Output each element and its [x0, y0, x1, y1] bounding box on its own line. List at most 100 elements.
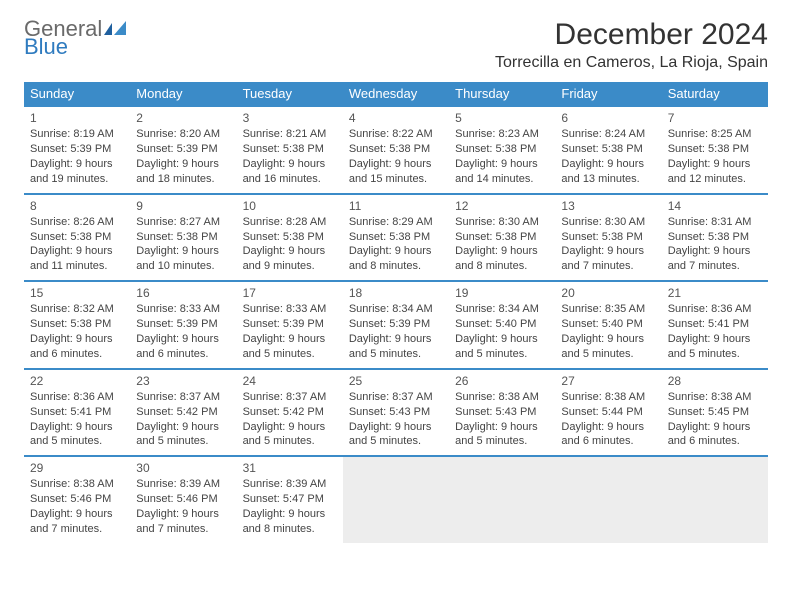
- empty-cell: [449, 456, 555, 543]
- empty-cell: [662, 456, 768, 543]
- day-cell: 2Sunrise: 8:20 AMSunset: 5:39 PMDaylight…: [130, 106, 236, 194]
- dl1-text: Daylight: 9 hours: [349, 420, 443, 435]
- day-number: 29: [30, 460, 124, 476]
- day-cell: 19Sunrise: 8:34 AMSunset: 5:40 PMDayligh…: [449, 281, 555, 369]
- sunrise-text: Sunrise: 8:19 AM: [30, 127, 124, 142]
- sunrise-text: Sunrise: 8:38 AM: [668, 390, 762, 405]
- sunrise-text: Sunrise: 8:36 AM: [30, 390, 124, 405]
- day-cell: 30Sunrise: 8:39 AMSunset: 5:46 PMDayligh…: [130, 456, 236, 543]
- dl2-text: and 6 minutes.: [30, 347, 124, 362]
- sunrise-text: Sunrise: 8:20 AM: [136, 127, 230, 142]
- day-number: 18: [349, 285, 443, 301]
- dl2-text: and 8 minutes.: [243, 522, 337, 537]
- day-number: 11: [349, 198, 443, 214]
- sunset-text: Sunset: 5:38 PM: [561, 142, 655, 157]
- day-number: 17: [243, 285, 337, 301]
- sunset-text: Sunset: 5:39 PM: [136, 142, 230, 157]
- sunset-text: Sunset: 5:42 PM: [136, 405, 230, 420]
- location: Torrecilla en Cameros, La Rioja, Spain: [495, 54, 768, 72]
- day-cell: 11Sunrise: 8:29 AMSunset: 5:38 PMDayligh…: [343, 194, 449, 282]
- sunrise-text: Sunrise: 8:25 AM: [668, 127, 762, 142]
- day-cell: 9Sunrise: 8:27 AMSunset: 5:38 PMDaylight…: [130, 194, 236, 282]
- sunset-text: Sunset: 5:41 PM: [668, 317, 762, 332]
- day-header: Wednesday: [343, 82, 449, 106]
- calendar-table: SundayMondayTuesdayWednesdayThursdayFrid…: [24, 82, 768, 543]
- sunset-text: Sunset: 5:44 PM: [561, 405, 655, 420]
- day-number: 1: [30, 110, 124, 126]
- sunrise-text: Sunrise: 8:32 AM: [30, 302, 124, 317]
- day-cell: 7Sunrise: 8:25 AMSunset: 5:38 PMDaylight…: [662, 106, 768, 194]
- sunset-text: Sunset: 5:46 PM: [30, 492, 124, 507]
- dl1-text: Daylight: 9 hours: [455, 420, 549, 435]
- dl1-text: Daylight: 9 hours: [136, 157, 230, 172]
- sunset-text: Sunset: 5:45 PM: [668, 405, 762, 420]
- day-number: 12: [455, 198, 549, 214]
- day-number: 28: [668, 373, 762, 389]
- sunrise-text: Sunrise: 8:37 AM: [243, 390, 337, 405]
- dl1-text: Daylight: 9 hours: [561, 157, 655, 172]
- sunrise-text: Sunrise: 8:34 AM: [455, 302, 549, 317]
- day-cell: 1Sunrise: 8:19 AMSunset: 5:39 PMDaylight…: [24, 106, 130, 194]
- day-number: 16: [136, 285, 230, 301]
- day-cell: 3Sunrise: 8:21 AMSunset: 5:38 PMDaylight…: [237, 106, 343, 194]
- sunset-text: Sunset: 5:43 PM: [349, 405, 443, 420]
- day-header-row: SundayMondayTuesdayWednesdayThursdayFrid…: [24, 82, 768, 106]
- sunrise-text: Sunrise: 8:21 AM: [243, 127, 337, 142]
- sunrise-text: Sunrise: 8:36 AM: [668, 302, 762, 317]
- sunset-text: Sunset: 5:38 PM: [455, 230, 549, 245]
- day-header: Thursday: [449, 82, 555, 106]
- day-number: 4: [349, 110, 443, 126]
- dl2-text: and 19 minutes.: [30, 172, 124, 187]
- day-cell: 8Sunrise: 8:26 AMSunset: 5:38 PMDaylight…: [24, 194, 130, 282]
- dl1-text: Daylight: 9 hours: [668, 332, 762, 347]
- sunrise-text: Sunrise: 8:31 AM: [668, 215, 762, 230]
- sunset-text: Sunset: 5:39 PM: [30, 142, 124, 157]
- sunrise-text: Sunrise: 8:34 AM: [349, 302, 443, 317]
- dl2-text: and 18 minutes.: [136, 172, 230, 187]
- dl1-text: Daylight: 9 hours: [243, 420, 337, 435]
- day-cell: 5Sunrise: 8:23 AMSunset: 5:38 PMDaylight…: [449, 106, 555, 194]
- day-header: Saturday: [662, 82, 768, 106]
- day-number: 9: [136, 198, 230, 214]
- dl2-text: and 6 minutes.: [668, 434, 762, 449]
- dl2-text: and 13 minutes.: [561, 172, 655, 187]
- dl2-text: and 5 minutes.: [136, 434, 230, 449]
- dl2-text: and 7 minutes.: [30, 522, 124, 537]
- sunrise-text: Sunrise: 8:24 AM: [561, 127, 655, 142]
- sunset-text: Sunset: 5:38 PM: [349, 230, 443, 245]
- dl2-text: and 7 minutes.: [668, 259, 762, 274]
- day-cell: 12Sunrise: 8:30 AMSunset: 5:38 PMDayligh…: [449, 194, 555, 282]
- day-cell: 24Sunrise: 8:37 AMSunset: 5:42 PMDayligh…: [237, 369, 343, 457]
- dl1-text: Daylight: 9 hours: [349, 332, 443, 347]
- day-cell: 22Sunrise: 8:36 AMSunset: 5:41 PMDayligh…: [24, 369, 130, 457]
- sunset-text: Sunset: 5:38 PM: [455, 142, 549, 157]
- sunrise-text: Sunrise: 8:30 AM: [455, 215, 549, 230]
- week-row: 29Sunrise: 8:38 AMSunset: 5:46 PMDayligh…: [24, 456, 768, 543]
- sunset-text: Sunset: 5:38 PM: [668, 142, 762, 157]
- dl1-text: Daylight: 9 hours: [136, 507, 230, 522]
- day-cell: 28Sunrise: 8:38 AMSunset: 5:45 PMDayligh…: [662, 369, 768, 457]
- dl1-text: Daylight: 9 hours: [455, 157, 549, 172]
- week-row: 1Sunrise: 8:19 AMSunset: 5:39 PMDaylight…: [24, 106, 768, 194]
- dl1-text: Daylight: 9 hours: [30, 507, 124, 522]
- dl1-text: Daylight: 9 hours: [243, 244, 337, 259]
- day-number: 10: [243, 198, 337, 214]
- day-number: 5: [455, 110, 549, 126]
- dl1-text: Daylight: 9 hours: [243, 157, 337, 172]
- dl1-text: Daylight: 9 hours: [30, 244, 124, 259]
- sunrise-text: Sunrise: 8:35 AM: [561, 302, 655, 317]
- sunset-text: Sunset: 5:43 PM: [455, 405, 549, 420]
- dl2-text: and 10 minutes.: [136, 259, 230, 274]
- dl1-text: Daylight: 9 hours: [668, 157, 762, 172]
- empty-cell: [343, 456, 449, 543]
- day-cell: 15Sunrise: 8:32 AMSunset: 5:38 PMDayligh…: [24, 281, 130, 369]
- day-number: 26: [455, 373, 549, 389]
- day-number: 6: [561, 110, 655, 126]
- sunrise-text: Sunrise: 8:22 AM: [349, 127, 443, 142]
- day-number: 19: [455, 285, 549, 301]
- dl2-text: and 5 minutes.: [349, 434, 443, 449]
- day-number: 27: [561, 373, 655, 389]
- day-number: 7: [668, 110, 762, 126]
- day-cell: 27Sunrise: 8:38 AMSunset: 5:44 PMDayligh…: [555, 369, 661, 457]
- dl1-text: Daylight: 9 hours: [668, 420, 762, 435]
